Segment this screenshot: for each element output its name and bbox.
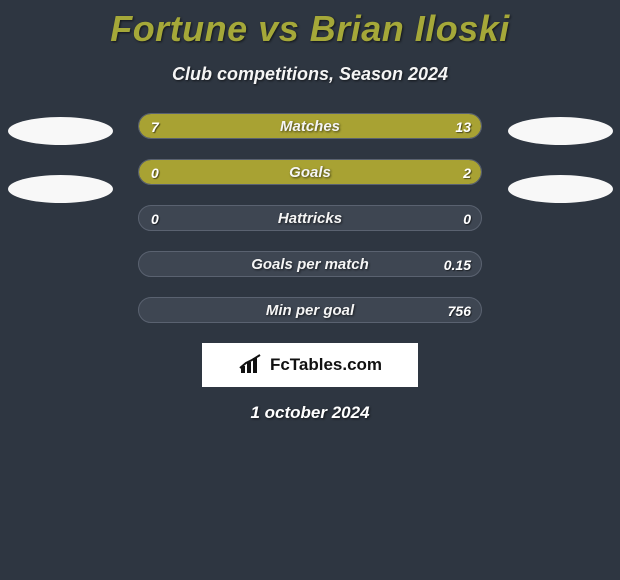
stat-bars: 713Matches 02Goals 00Hattricks 0.15Goals pe… [138, 113, 482, 323]
stat-label: Min per goal [139, 298, 481, 323]
page-title: Fortune vs Brian Iloski [0, 0, 620, 50]
stat-bar: 0.15Goals per match [138, 251, 482, 277]
stat-label: Goals [139, 160, 481, 185]
source-logo: FcTables.com [202, 343, 418, 387]
avatar-placeholder [8, 175, 113, 203]
stat-label: Matches [139, 114, 481, 139]
subtitle: Club competitions, Season 2024 [0, 64, 620, 85]
stat-label: Hattricks [139, 206, 481, 231]
left-avatar-column [0, 113, 120, 203]
avatar-placeholder [8, 117, 113, 145]
date-label: 1 october 2024 [0, 403, 620, 423]
avatar-placeholder [508, 117, 613, 145]
stat-bar: 02Goals [138, 159, 482, 185]
stat-bar: 00Hattricks [138, 205, 482, 231]
stat-bar: 713Matches [138, 113, 482, 139]
avatar-placeholder [508, 175, 613, 203]
stat-label: Goals per match [139, 252, 481, 277]
comparison-stage: 713Matches 02Goals 00Hattricks 0.15Goals pe… [0, 113, 620, 423]
logo-text: FcTables.com [270, 355, 382, 375]
chart-icon [238, 354, 264, 376]
right-avatar-column [500, 113, 620, 203]
stat-bar: 756Min per goal [138, 297, 482, 323]
